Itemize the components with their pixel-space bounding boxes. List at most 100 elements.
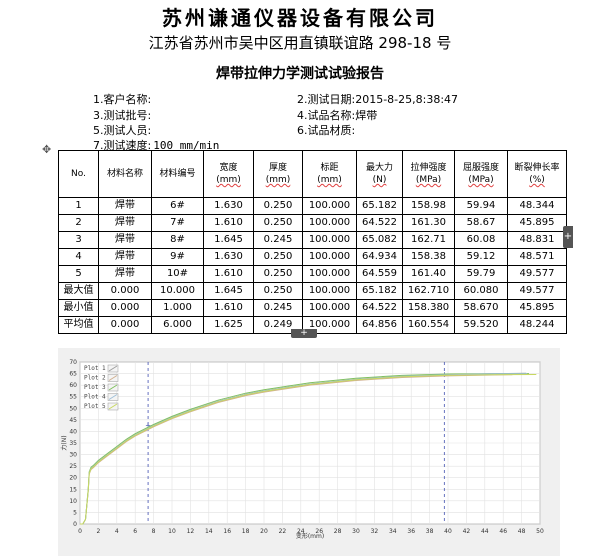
y-axis-label: 力(N) <box>60 435 68 450</box>
force-deformation-chart: 0 2 4 6 8 10 12 14 16 18 20 22 24 26 28 30 32 34 36 38 40 42 4… <box>58 348 560 556</box>
table-cell: 0.000 <box>98 316 152 334</box>
series-line <box>80 374 537 525</box>
x-tick-label: 30 <box>352 528 360 535</box>
header-cell: 屈服强度 (MPa) <box>454 150 508 198</box>
x-tick-label: 32 <box>371 528 379 535</box>
table-cell: 64.559 <box>356 265 403 283</box>
batch-label: 3.测试批号: <box>93 109 152 122</box>
table-cell: 焊带 <box>98 248 152 266</box>
table-cell: 1.625 <box>203 316 254 334</box>
speed-field: 7.测试速度: 100 mm/min <box>93 137 219 153</box>
table-cell: 1 <box>58 197 99 215</box>
table-cell: 64.522 <box>356 299 403 317</box>
table-cell: 0.250 <box>253 197 303 215</box>
table-cell: 64.522 <box>356 214 403 232</box>
x-tick-label: 26 <box>315 528 323 535</box>
y-tick-label: 55 <box>69 394 77 401</box>
x-tick-label: 2 <box>96 528 100 535</box>
date-label: 2.测试日期: <box>297 93 356 106</box>
material-label: 6.试品材质: <box>297 124 356 137</box>
legend-swatch <box>108 375 118 381</box>
x-tick-label: 0 <box>78 528 82 535</box>
x-tick-label: 48 <box>518 528 526 535</box>
table-cell: 161.40 <box>402 265 455 283</box>
table-cell: 10# <box>151 265 204 283</box>
batch-field: 3.测试批号: <box>93 107 151 123</box>
header-cell: 标距 (mm) <box>302 150 357 198</box>
header-cell: 最大力 (N) <box>356 150 403 198</box>
table-cell: 1.630 <box>203 197 254 215</box>
material-field: 6.试品材质: <box>297 122 355 138</box>
table-cell: 0.000 <box>98 299 152 317</box>
y-tick-label: 60 <box>69 382 77 389</box>
x-tick-label: 42 <box>463 528 471 535</box>
y-tick-label: 15 <box>69 486 77 493</box>
table-row: 4 焊带 9# 1.630 0.250 100.000 64.934 158.38 59.12 4… <box>58 248 567 266</box>
legend-swatch <box>108 365 118 372</box>
table-cell: 0.250 <box>253 214 303 232</box>
y-tick-label: 35 <box>69 440 77 447</box>
sample-field: 4.试品名称:焊带 <box>297 107 377 123</box>
marker-point: + <box>145 422 151 430</box>
table-cell: 最大值 <box>58 282 99 300</box>
x-tick-label: 14 <box>205 528 213 535</box>
table-cell: 0.250 <box>253 265 303 283</box>
table-cell: 59.79 <box>454 265 508 283</box>
x-tick-label: 16 <box>223 528 231 535</box>
table-cell: 60.08 <box>454 231 508 249</box>
table-cell: 1.000 <box>151 299 204 317</box>
table-cell: 焊带 <box>98 197 152 215</box>
legend-label: Plot 3 <box>84 384 106 391</box>
table-cell: 64.934 <box>356 248 403 266</box>
plus-icon: + <box>300 328 308 338</box>
chart-svg: 0 2 4 6 8 10 12 14 16 18 20 22 24 26 28 30 32 34 36 38 40 42 4… <box>60 359 544 540</box>
client-label: 1.客户名称: <box>93 93 152 106</box>
table-cell: 160.554 <box>402 316 455 334</box>
table-cell: 焊带 <box>98 214 152 232</box>
table-cell: 59.520 <box>454 316 508 334</box>
speed-value: 100 mm/min <box>153 139 220 152</box>
y-tick-label: 0 <box>73 521 77 528</box>
table-cell: 焊带 <box>98 265 152 283</box>
table-cell: 3 <box>58 231 99 249</box>
table-cell: 1.610 <box>203 214 254 232</box>
x-tick-label: 28 <box>334 528 342 535</box>
table-cell: 100.000 <box>302 248 357 266</box>
speed-label: 7.测试速度: <box>93 139 152 152</box>
table-cell: 58.67 <box>454 214 508 232</box>
move-cross-icon[interactable]: ✥ <box>42 143 52 156</box>
table-row: 5 焊带 10# 1.610 0.250 100.000 64.559 161.40 59.79… <box>58 265 567 283</box>
x-tick-label: 46 <box>499 528 507 535</box>
table-cell: 100.000 <box>302 231 357 249</box>
table-cell: 48.344 <box>507 197 567 215</box>
table-cell: 1.610 <box>203 265 254 283</box>
table-cell: 7# <box>151 214 204 232</box>
table-cell: 158.380 <box>402 299 455 317</box>
y-tick-label: 30 <box>69 452 77 459</box>
x-tick-label: 34 <box>389 528 397 535</box>
table-cell: 8# <box>151 231 204 249</box>
y-tick-label: 45 <box>69 417 77 424</box>
table-cell: 49.577 <box>507 282 567 300</box>
expand-bottom-button[interactable]: + <box>291 329 317 338</box>
table-row: 最小值 0.000 1.000 1.610 0.245 100.000 64.522 158.… <box>58 299 567 317</box>
expand-right-button[interactable]: + <box>563 226 573 248</box>
table-row: 平均值 0.000 6.000 1.625 0.249 100.000 64.856 160.… <box>58 316 567 334</box>
y-tick-label: 10 <box>69 498 77 505</box>
table-cell: 1.630 <box>203 248 254 266</box>
header-cell: 材料名称 <box>98 150 152 198</box>
x-tick-label: 50 <box>536 528 544 535</box>
legend-swatch <box>108 403 118 410</box>
table-cell: 9# <box>151 248 204 266</box>
table-cell: 45.895 <box>507 299 567 317</box>
x-axis-label: 变形(mm) <box>296 532 324 540</box>
table-cell: 0.245 <box>253 299 303 317</box>
header-cell: 宽度 (mm) <box>203 150 254 198</box>
results-table: No. 材料名称 材料编号 宽度 (mm) 厚度 (mm) 标距 (mm) 最大力 (N… <box>58 150 567 334</box>
y-tick-label: 20 <box>69 475 77 482</box>
table-cell: 焊带 <box>98 231 152 249</box>
table-cell: 58.670 <box>454 299 508 317</box>
date-value: 2015-8-25,8:38:47 <box>355 93 459 106</box>
x-tick-label: 4 <box>115 528 119 535</box>
header-cell: No. <box>58 150 99 198</box>
